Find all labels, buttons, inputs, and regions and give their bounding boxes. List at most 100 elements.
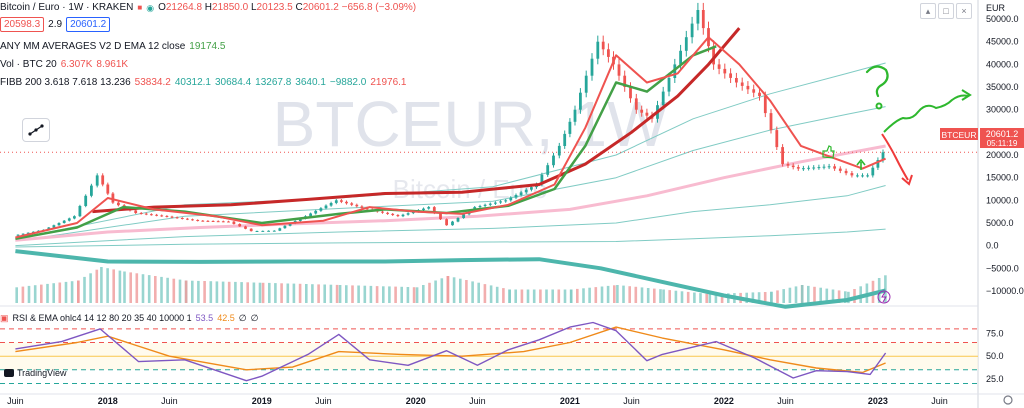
volume-bar [286,283,290,303]
volume-bar [699,293,702,303]
volume-bar [21,286,25,303]
volume-bar [757,292,761,303]
candle-body [786,164,790,166]
header-row: Bitcoin / Euro · 1W · KRAKEN ■ ◉ O21264.… [0,1,416,15]
candle-body [314,210,318,214]
volume-bar [258,282,262,303]
price-tag: BTCEUR 20601.2 05:11:19 [940,128,1024,148]
rsi-flag-icon: ▣ [0,313,9,323]
tradingview-logo[interactable]: TradingView [4,368,67,378]
rsi-legend[interactable]: ▣ RSI & EMA ohlc4 14 12 80 20 35 40 1000… [0,313,259,323]
volume-bar [532,289,536,303]
candle-body [802,168,805,170]
close-icon[interactable]: × [956,3,972,19]
volume-bar [653,288,656,303]
volume-bar [422,285,425,303]
volume-bar [135,273,139,303]
candle-body [329,203,333,206]
volume-bar [172,278,176,303]
candle-body [139,213,143,214]
x-tick-label: 2021 [560,396,580,406]
candle-body [175,217,179,219]
candle-body [568,121,572,134]
candle-body [95,175,99,186]
candle-body [232,221,236,224]
volume-bar [357,285,360,303]
volume-bar [221,281,225,303]
annotation-thumb-icon [822,145,835,159]
candle-body [596,41,600,59]
price-lines [0,2,978,309]
candle-body [729,73,732,78]
y-tick-label: 45000.0 [986,37,1019,47]
currency-label: EUR [986,3,1006,13]
y-tick-label: 30000.0 [986,105,1019,115]
candle-body [180,218,184,219]
maximize-icon[interactable]: □ [938,3,954,19]
candle-body [488,203,492,205]
volume-bar [825,288,829,303]
volume-bar [311,284,314,303]
candle-body [827,166,831,168]
buy-button[interactable]: 20601.2 [66,17,111,32]
candle-body [623,75,627,87]
candle-body [712,46,715,65]
candle-body [283,225,287,229]
candle-body [775,130,779,148]
volume-legend[interactable]: Vol · BTC 20 6.307K 8.961K [0,59,129,70]
volume-bar [539,289,542,303]
price-tag-value: 20601.2 [986,129,1019,139]
candle-body [645,112,649,116]
volume-bar [594,287,598,303]
volume-bar [776,290,779,303]
ma-legend[interactable]: ANY MM AVERAGES V2 D EMA 12 close 19174.… [0,41,226,52]
candle-body [640,109,644,113]
volume-bar [209,281,213,303]
collapse-icon[interactable]: ▴ [920,3,936,19]
candle-body [345,201,348,204]
candle-body [272,230,276,232]
candle-body [340,200,343,202]
volume-bar [52,283,55,303]
volume-bar [261,282,265,304]
candle-body [696,10,700,24]
drawing-tool-button[interactable] [22,118,50,142]
candle-body [324,205,328,209]
symbol-title[interactable]: Bitcoin / Euro · 1W · KRAKEN [0,2,134,13]
candle-body [238,224,242,227]
volume-bar [33,285,37,303]
candle-body [427,207,431,209]
candle-body [150,214,153,216]
fibb-legend[interactable]: FIBB 200 3.618 7.618 13.236 53834.2 4031… [0,77,407,88]
candle-body [216,221,220,223]
y-tick-label: −10000.0 [986,286,1024,296]
candle-body [540,174,544,185]
volume-bar [240,282,243,303]
volume-bar [551,289,554,303]
volume-bar [763,292,767,303]
candle-body [155,214,158,216]
candle-body [838,168,842,171]
volume-bar [369,285,373,303]
chart-flag-icon[interactable]: ◉ [146,3,155,13]
volume-bar [545,289,548,303]
x-tick-label: 2022 [714,396,734,406]
volume-bars [15,267,887,304]
volume-bar [274,283,277,303]
candle-body [309,213,312,217]
candle-body [391,213,395,215]
candle-body [584,75,588,93]
candle-body [62,220,66,223]
candle-body [850,173,854,176]
candle-body [73,216,76,219]
candle-body [57,223,61,226]
candle-body [381,211,384,213]
annotation-question-dot [875,102,883,110]
volume-bar [440,278,444,303]
volume-bar [526,289,530,303]
sell-button[interactable]: 20598.3 [0,17,45,32]
candle-body [456,218,460,222]
x-tick-label: 2020 [406,396,426,406]
volume-bar [452,277,456,303]
